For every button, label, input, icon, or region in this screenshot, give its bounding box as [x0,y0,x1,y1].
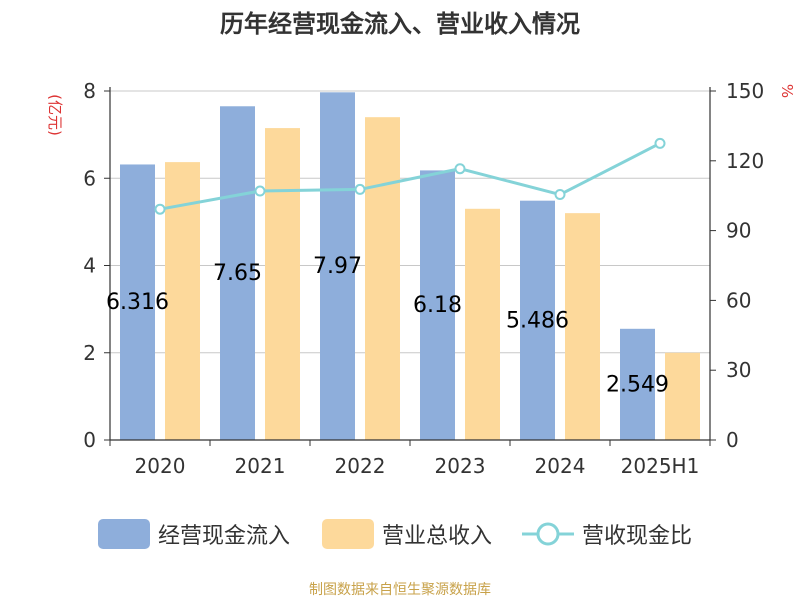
y-right-axis-label: % [778,84,796,98]
bar-cash-inflow [320,92,355,440]
y-left-tick-label: 6 [83,166,96,190]
point-ratio [354,183,366,195]
y-left-tick-label: 0 [83,428,96,452]
axes-layer: 0 2 4 6 8 0 30 60 90 120 150 2020 2021 2022 2023 2024 20… [46,79,796,478]
point-ratio [254,185,266,197]
data-label-cash-inflow: 6.316 [106,290,169,315]
bar-cash-inflow [520,200,555,440]
point-ratio [454,163,466,175]
data-label-cash-inflow: 2.549 [606,372,669,397]
data-label-cash-inflow: 6.18 [413,293,462,318]
y-right-tick-label: 120 [726,149,764,173]
bar-revenue [465,208,500,440]
y-right-tick-label: 30 [726,358,751,382]
bar-cash-inflow [620,328,655,440]
x-tick-label: 2021 [235,454,286,478]
x-tick-label: 2023 [435,454,486,478]
data-label-cash-inflow: 7.97 [313,254,362,279]
bar-cash-inflow [220,106,255,441]
x-tick-label: 2025H1 [621,454,700,478]
point-ratio [554,189,566,201]
bar-cash-inflow [120,164,155,441]
data-label-cash-inflow: 7.65 [213,261,262,286]
legend-label-revenue: 营业总收入 [382,524,493,549]
line-ratio [159,142,661,211]
bar-revenue [265,128,300,441]
legend-swatch-ratio [522,522,574,546]
y-left-axis-label: (亿元) [46,94,64,136]
bar-revenue [365,117,400,441]
x-tick-label: 2024 [535,454,586,478]
legend-label-ratio: 营收现金比 [582,524,693,549]
y-left-tick-label: 8 [83,79,96,103]
legend-label-cash-inflow: 经营现金流入 [158,524,291,549]
legend-swatch-cash-inflow [98,519,150,549]
bar-revenue [565,213,600,440]
y-right-tick-label: 60 [726,288,751,312]
line-layer [154,137,666,215]
legend-item-cash-inflow[interactable]: 经营现金流入 [98,516,290,552]
bar-revenue [665,352,700,440]
y-right-tick-label: 150 [726,79,764,103]
y-right-tick-label: 0 [726,428,739,452]
y-right-tick-label: 90 [726,219,751,243]
y-left-tick-label: 2 [83,341,96,365]
data-labels-layer: 6.316 7.65 7.97 6.18 5.486 2.549 [106,254,669,397]
legend-item-revenue[interactable]: 营业总收入 [322,516,492,552]
data-label-cash-inflow: 5.486 [506,308,569,333]
source-note: 制图数据来自恒生聚源数据库 [309,582,491,598]
bar-cash-inflow [420,170,455,440]
point-ratio [654,137,666,149]
chart-title: 历年经营现金流入、营业收入情况 [220,10,580,38]
x-tick-label: 2022 [335,454,386,478]
x-tick-label: 2020 [135,454,186,478]
legend-swatch-revenue [322,519,374,549]
legend-item-ratio[interactable]: 营收现金比 [522,516,692,552]
y-left-tick-label: 4 [83,254,96,278]
point-ratio [154,203,166,215]
